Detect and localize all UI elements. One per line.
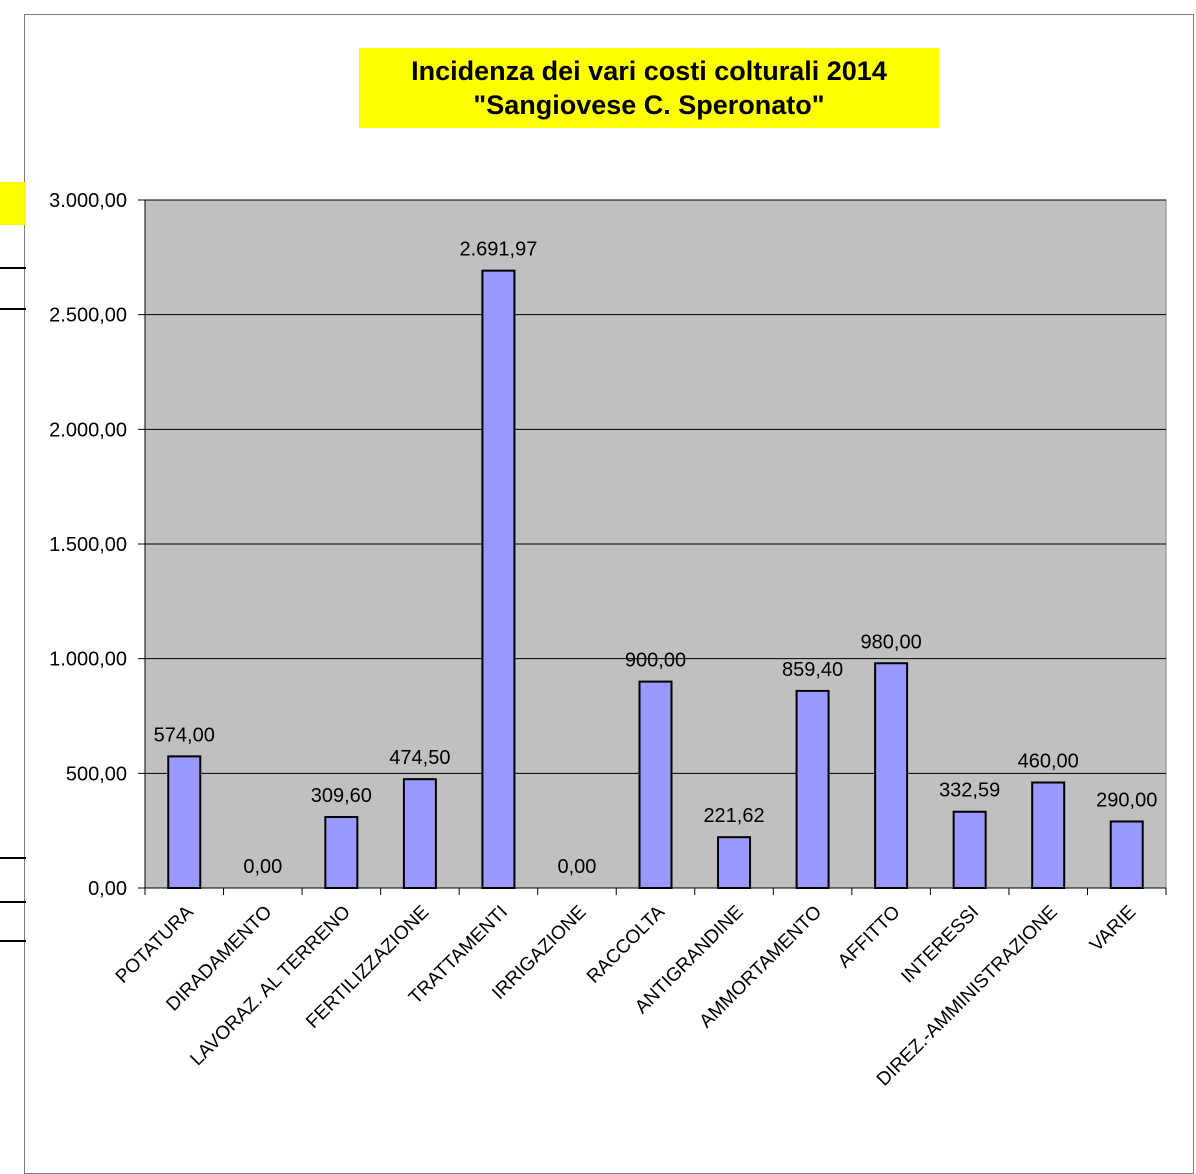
left-yellow-cell — [0, 182, 26, 225]
y-tick-label: 2.500,00 — [49, 305, 127, 327]
data-label: 290,00 — [1096, 789, 1157, 811]
data-label: 474,50 — [389, 747, 450, 769]
left-border-mark — [0, 940, 26, 942]
left-border-mark — [0, 308, 26, 310]
data-label: 221,62 — [703, 805, 764, 827]
data-label: 980,00 — [861, 631, 922, 653]
category-label: VARIE — [1086, 902, 1140, 956]
bar — [402, 778, 437, 889]
bar — [638, 680, 673, 889]
y-tick-label: 0,00 — [88, 878, 127, 900]
category-label: POTATURA — [112, 901, 198, 987]
bar — [717, 836, 752, 890]
left-border-mark — [0, 857, 26, 859]
data-label: 309,60 — [311, 785, 372, 807]
data-label: 460,00 — [1018, 751, 1079, 773]
bar — [952, 810, 987, 889]
category-label: AFFITTO — [834, 902, 905, 973]
data-label: 900,00 — [625, 650, 686, 672]
chart-subtitle: "Sangiovese C. Speronato" — [473, 90, 825, 120]
y-tick-label: 2.000,00 — [49, 419, 127, 441]
category-label: INTERESSI — [897, 902, 983, 988]
data-label: 859,40 — [782, 659, 843, 681]
y-tick-label: 500,00 — [66, 763, 127, 785]
data-label: 2.691,97 — [459, 239, 537, 261]
chart-title-box: Incidenza dei vari costi colturali 2014 … — [359, 48, 939, 128]
data-label: 0,00 — [557, 856, 596, 878]
y-tick-label: 3.000,00 — [49, 190, 127, 212]
data-label: 332,59 — [939, 780, 1000, 802]
bar — [481, 269, 516, 889]
bar — [1031, 781, 1066, 889]
bar — [324, 815, 359, 890]
bar — [167, 755, 202, 889]
category-label: RACCOLTA — [583, 901, 669, 987]
left-border-mark — [0, 267, 26, 269]
y-tick-label: 1.500,00 — [49, 534, 127, 556]
bar — [1109, 820, 1144, 890]
bar — [795, 689, 830, 890]
category-label: LAVORAZ. AL TERRENO — [186, 902, 354, 1070]
y-tick-label: 1.000,00 — [49, 649, 127, 671]
bar — [874, 662, 909, 890]
left-border-mark — [0, 901, 26, 903]
data-label: 0,00 — [243, 856, 282, 878]
chart-title: Incidenza dei vari costi colturali 2014 — [411, 56, 887, 86]
data-label: 574,00 — [154, 724, 215, 746]
